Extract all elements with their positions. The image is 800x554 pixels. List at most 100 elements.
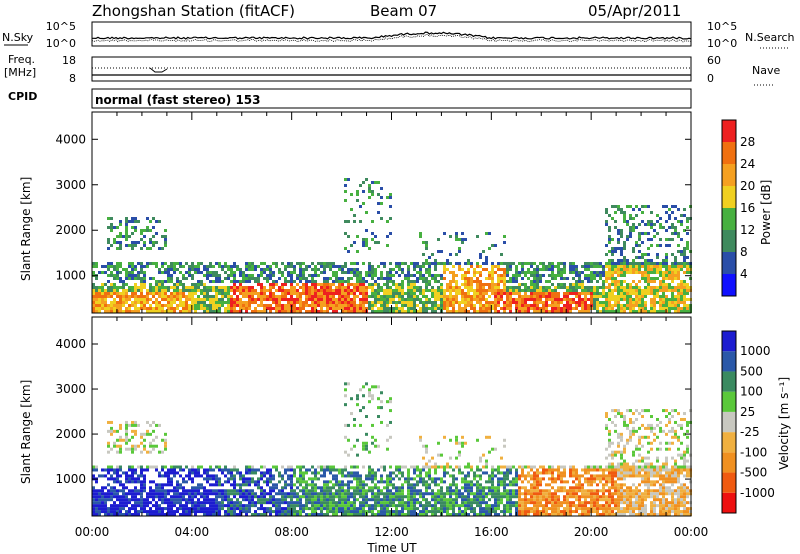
freq-tick-bottom: 8 xyxy=(69,72,76,85)
power-cell xyxy=(371,274,374,277)
power-cell xyxy=(329,283,332,286)
power-cell xyxy=(191,307,194,310)
power-cell xyxy=(647,265,650,268)
velocity-cell xyxy=(194,492,197,496)
velocity-cell xyxy=(251,498,254,502)
velocity-cell xyxy=(317,471,320,475)
power-cell xyxy=(407,289,410,292)
power-cell xyxy=(491,244,494,247)
power-cell xyxy=(680,301,683,304)
power-cell xyxy=(410,289,413,292)
power-cell xyxy=(638,298,641,301)
velocity-cell xyxy=(407,504,410,508)
power-cell xyxy=(161,286,164,289)
power-cell xyxy=(608,214,611,217)
power-cell xyxy=(548,268,551,271)
power-cell xyxy=(491,307,494,310)
velocity-cell xyxy=(416,501,419,505)
velocity-cell xyxy=(371,397,374,401)
power-cell xyxy=(293,310,296,313)
velocity-cell xyxy=(275,492,278,496)
velocity-cell xyxy=(152,489,155,493)
velocity-cell xyxy=(116,492,119,496)
velocity-cell xyxy=(446,462,449,466)
power-cell xyxy=(107,247,110,250)
power-x-ticks xyxy=(91,112,692,313)
nsky-tick-top: 10^5 xyxy=(46,20,76,33)
velocity-cell xyxy=(449,456,452,460)
power-cell xyxy=(311,292,314,295)
velocity-cell xyxy=(506,510,509,514)
power-cell xyxy=(488,247,491,250)
power-cell xyxy=(284,283,287,286)
power-cell xyxy=(647,262,650,265)
velocity-cell xyxy=(155,501,158,505)
power-cell xyxy=(458,301,461,304)
power-cell xyxy=(416,295,419,298)
power-cell xyxy=(146,289,149,292)
power-cell xyxy=(182,286,185,289)
velocity-cell xyxy=(344,403,347,407)
power-cell xyxy=(494,292,497,295)
power-cell xyxy=(449,301,452,304)
velocity-cell xyxy=(362,483,365,487)
velocity-cell xyxy=(182,489,185,493)
power-cell xyxy=(116,310,119,313)
power-cell xyxy=(566,295,569,298)
velocity-cell xyxy=(365,501,368,505)
power-cell xyxy=(317,292,320,295)
power-cell xyxy=(299,286,302,289)
power-cell xyxy=(374,268,377,271)
velocity-cell xyxy=(122,492,125,496)
power-cell xyxy=(104,310,107,313)
power-cell xyxy=(278,301,281,304)
velocity-cell xyxy=(407,471,410,475)
power-cell xyxy=(434,268,437,271)
velocity-cell xyxy=(332,477,335,481)
power-cell xyxy=(680,262,683,265)
velocity-cell xyxy=(458,468,461,472)
power-cell xyxy=(593,274,596,277)
power-cell xyxy=(401,298,404,301)
power-cell xyxy=(260,295,263,298)
velocity-cell xyxy=(341,492,344,496)
velocity-cell xyxy=(431,498,434,502)
power-cell xyxy=(155,241,158,244)
power-cell xyxy=(176,295,179,298)
power-cell xyxy=(179,301,182,304)
power-cell xyxy=(677,208,680,211)
velocity-cell xyxy=(383,504,386,508)
power-cell xyxy=(467,271,470,274)
velocity-cell xyxy=(215,492,218,496)
power-cell xyxy=(536,268,539,271)
power-cell xyxy=(617,232,620,235)
power-cell xyxy=(305,277,308,280)
power-cell xyxy=(158,280,161,283)
power-cell xyxy=(632,229,635,232)
power-cell xyxy=(176,286,179,289)
power-cell xyxy=(401,283,404,286)
velocity-cell xyxy=(209,477,212,481)
velocity-cell xyxy=(464,480,467,484)
velocity-cell xyxy=(440,498,443,502)
velocity-cell xyxy=(473,492,476,496)
velocity-cell xyxy=(95,495,98,499)
power-cell xyxy=(284,295,287,298)
velocity-cell xyxy=(227,477,230,481)
velocity-cell xyxy=(200,507,203,511)
velocity-cell xyxy=(380,513,383,517)
velocity-cell xyxy=(431,492,434,496)
velocity-cell xyxy=(242,498,245,502)
power-cell xyxy=(272,292,275,295)
power-cell xyxy=(173,262,176,265)
power-cell xyxy=(620,247,623,250)
velocity-cell xyxy=(452,501,455,505)
velocity-cell xyxy=(377,513,380,517)
power-cell xyxy=(164,238,167,241)
power-cell xyxy=(473,274,476,277)
power-cell xyxy=(419,265,422,268)
power-cell xyxy=(575,304,578,307)
velocity-cell xyxy=(287,477,290,481)
power-cell xyxy=(482,250,485,253)
velocity-cell xyxy=(167,492,170,496)
